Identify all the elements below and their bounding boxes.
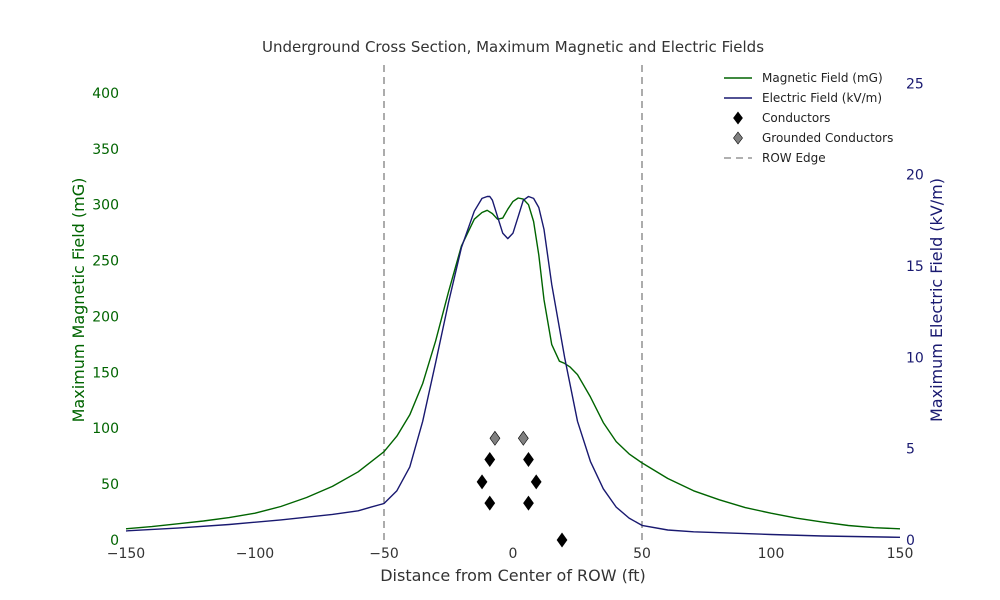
x-tick-label: 150 [887, 546, 914, 562]
chart-title: Underground Cross Section, Maximum Magne… [262, 38, 764, 56]
x-tick-label: 50 [633, 546, 651, 562]
x-tick-label: −100 [236, 546, 274, 562]
left-y-tick-label: 100 [92, 421, 119, 437]
left-axis-ticks: 0 50 100 150 200 250 300 350 400 [92, 86, 119, 549]
x-axis-label: Distance from Center of ROW (ft) [380, 566, 646, 585]
right-y-tick-label: 20 [906, 168, 924, 184]
right-axis-label: Maximum Electric Field (kV/m) [927, 178, 946, 422]
conductor-markers [476, 430, 568, 548]
x-tick-label: 0 [509, 546, 518, 562]
x-tick-label: −150 [107, 546, 145, 562]
conductor-marker-2 [523, 452, 534, 468]
legend-conductors-label: Conductors [762, 111, 830, 125]
right-y-tick-label: 15 [906, 259, 924, 275]
left-y-tick-label: 0 [110, 533, 119, 549]
legend-conductors-entry: Conductors [733, 111, 830, 125]
legend-electric-field-entry: Electric Field (kV/m) [724, 91, 882, 105]
legend-magnetic-field-entry: Magnetic Field (mG) [724, 71, 883, 85]
legend-grounded-conductors-swatch [733, 131, 743, 145]
magnetic-field-line [125, 197, 901, 530]
conductor-marker-7 [556, 532, 568, 548]
legend-electric-field-label: Electric Field (kV/m) [762, 91, 882, 105]
grounded-conductor-marker-1 [489, 430, 501, 446]
legend: Magnetic Field (mG) Electric Field (kV/m)… [724, 71, 893, 165]
left-y-tick-label: 200 [92, 309, 119, 325]
x-tick-label: −50 [369, 546, 399, 562]
left-y-tick-label: 50 [101, 477, 119, 493]
left-y-tick-label: 400 [92, 86, 119, 102]
conductor-marker-6 [523, 495, 534, 511]
left-y-tick-label: 300 [92, 198, 119, 214]
legend-conductors-swatch [733, 111, 743, 125]
left-axis-label: Maximum Magnetic Field (mG) [69, 178, 88, 423]
conductor-marker-3 [476, 474, 488, 490]
conductor-marker-5 [484, 495, 496, 511]
conductor-marker-1 [484, 452, 496, 468]
series-lines [125, 195, 901, 538]
legend-grounded-conductors-entry: Grounded Conductors [733, 131, 893, 145]
x-tick-label: 100 [758, 546, 785, 562]
legend-magnetic-field-label: Magnetic Field (mG) [762, 71, 883, 85]
left-y-tick-label: 150 [92, 365, 119, 381]
grounded-conductor-marker-2 [517, 430, 529, 446]
legend-row-edge-entry: ROW Edge [724, 151, 826, 165]
legend-grounded-conductors-label: Grounded Conductors [762, 131, 893, 145]
conductor-marker-4 [530, 474, 542, 490]
right-y-tick-label: 10 [906, 350, 924, 366]
right-y-tick-label: 25 [906, 76, 924, 92]
x-axis-ticks: −150 −100 −50 0 50 100 150 [107, 546, 914, 562]
right-axis-ticks: 0 5 10 15 20 25 [906, 76, 924, 549]
right-y-tick-label: 0 [906, 533, 915, 549]
left-y-tick-label: 350 [92, 142, 119, 158]
electric-field-line [125, 195, 901, 538]
row-edge-lines [383, 65, 643, 540]
legend-row-edge-label: ROW Edge [762, 151, 826, 165]
left-y-tick-label: 250 [92, 254, 119, 270]
right-y-tick-label: 5 [906, 442, 915, 458]
